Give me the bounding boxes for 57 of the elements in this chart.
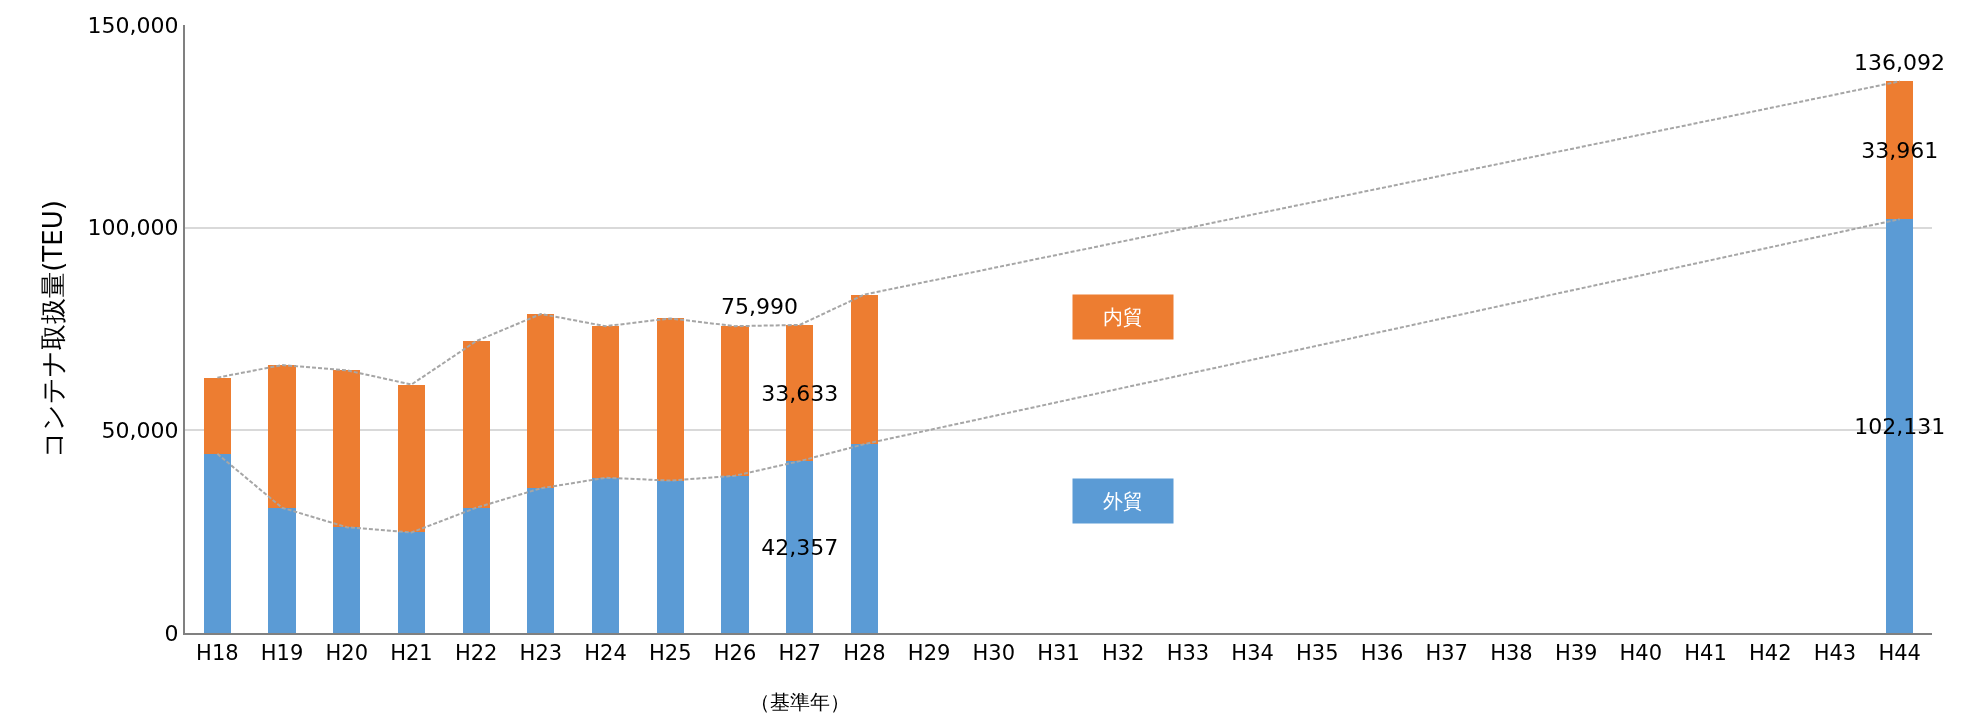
bar (333, 370, 361, 528)
x-tick-label: H24 (584, 641, 627, 666)
x-tick-label: H31 (1037, 641, 1080, 666)
x-tick-label: H21 (390, 641, 433, 666)
bar (268, 365, 296, 508)
x-tick-label: H20 (325, 641, 369, 666)
x-tick-label: H40 (1619, 641, 1663, 666)
x-tick-label: H44 (1878, 641, 1921, 666)
x-tick-label: H39 (1554, 641, 1598, 666)
text: （基準年） (750, 690, 850, 714)
bar (203, 453, 231, 633)
total-label: 75,990 (721, 294, 798, 319)
x-tick-label: H29 (907, 641, 951, 666)
x-tick-label: H18 (196, 641, 239, 666)
x-tick-label: H36 (1360, 641, 1404, 666)
bar (527, 314, 555, 489)
x-tick-label: H34 (1231, 641, 1274, 666)
bar (527, 488, 555, 633)
y-tick-label: 0 (164, 620, 179, 646)
x-tick-label: H28 (843, 641, 886, 666)
x-tick-label: H38 (1490, 641, 1533, 666)
text: 内貿 (1103, 305, 1143, 329)
x-tick-label: H41 (1684, 641, 1727, 666)
x-tick-label: H19 (260, 641, 304, 666)
x-tick-label: H32 (1101, 641, 1145, 666)
bar (462, 341, 490, 508)
bar (397, 384, 426, 533)
x-tick-label: H42 (1748, 641, 1792, 666)
bar (721, 326, 749, 476)
bar (591, 477, 620, 633)
bar (850, 444, 878, 633)
x-tick-label: H37 (1425, 641, 1468, 666)
bar (656, 318, 684, 481)
y-tick-label: 100,000 (87, 215, 179, 241)
x-tick-label: H22 (454, 641, 498, 666)
x-tick-label: H26 (713, 641, 757, 666)
x-tick-label: H25 (649, 641, 692, 666)
y-axis-title: コンテナ取扱量(TEU) (37, 200, 68, 458)
total-label: 136,092 (1854, 50, 1945, 75)
x-tick-label: H33 (1166, 641, 1210, 666)
bar (850, 294, 878, 445)
x-tick-label: H27 (778, 641, 821, 666)
x-tick-label: H30 (972, 641, 1016, 666)
bar (591, 326, 620, 478)
bar (397, 532, 426, 633)
y-tick-label: 50,000 (101, 418, 179, 444)
x-tick-label: H35 (1296, 641, 1339, 666)
x-tick-label: H23 (519, 641, 563, 666)
y-tick-label: 150,000 (87, 12, 179, 38)
x-tick-label: H43 (1813, 641, 1857, 666)
bar (656, 480, 684, 633)
bar (721, 475, 749, 633)
bar (268, 507, 296, 633)
bar (333, 527, 361, 633)
bar (462, 507, 490, 633)
bar (203, 377, 231, 454)
text: 外貿 (1103, 489, 1143, 513)
